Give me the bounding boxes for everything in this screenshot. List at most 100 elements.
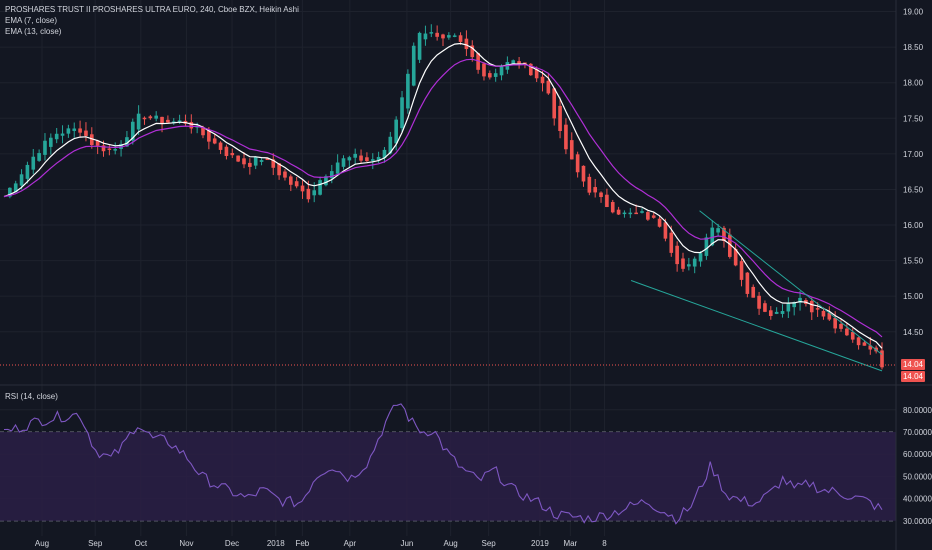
candle-down bbox=[534, 69, 539, 79]
time-tick-label: Mar bbox=[563, 539, 577, 548]
candle-down bbox=[283, 171, 287, 178]
candle-down bbox=[833, 318, 837, 329]
candle-down bbox=[470, 45, 475, 58]
candle-up bbox=[136, 113, 141, 130]
candle-down bbox=[651, 215, 656, 218]
candle-down bbox=[464, 38, 469, 50]
candle-down bbox=[739, 261, 744, 280]
rsi-tick-label: 60.0000 bbox=[903, 450, 932, 459]
candle-down bbox=[458, 35, 463, 42]
candle-up bbox=[786, 303, 791, 312]
price-tick-label: 19.00 bbox=[903, 8, 924, 17]
candle-down bbox=[294, 181, 299, 187]
candle-down bbox=[482, 63, 486, 77]
candle-down bbox=[435, 32, 439, 37]
candle-up bbox=[60, 133, 65, 136]
candle-down bbox=[850, 332, 855, 340]
candle-up bbox=[324, 176, 328, 186]
candle-down bbox=[517, 61, 521, 65]
candle-down bbox=[95, 140, 100, 146]
candle-down bbox=[569, 140, 574, 160]
candle-up bbox=[341, 158, 346, 167]
price-tick-label: 16.00 bbox=[903, 221, 924, 230]
candle-up bbox=[259, 160, 264, 162]
candle-up bbox=[628, 212, 633, 215]
candle-up bbox=[493, 73, 498, 77]
candle-down bbox=[242, 158, 246, 165]
candle-down bbox=[815, 308, 820, 310]
candle-down bbox=[587, 176, 592, 193]
candle-down bbox=[441, 34, 445, 39]
candle-down bbox=[236, 155, 240, 162]
candle-down bbox=[599, 192, 603, 198]
candle-down bbox=[218, 142, 223, 150]
candle-up bbox=[687, 264, 691, 267]
time-tick-label: Jun bbox=[400, 539, 413, 548]
candle-down bbox=[201, 127, 205, 136]
candle-up bbox=[329, 171, 334, 179]
candle-down bbox=[669, 232, 674, 253]
time-tick-label: 2019 bbox=[531, 539, 549, 548]
time-tick-label: Apr bbox=[344, 539, 357, 548]
ema13-line bbox=[3, 58, 883, 338]
candle-up bbox=[704, 237, 709, 256]
time-tick-label: Sep bbox=[481, 539, 496, 548]
candle-down bbox=[540, 76, 545, 84]
candle-up bbox=[312, 190, 317, 196]
candle-up bbox=[388, 136, 393, 154]
rsi-band bbox=[0, 432, 896, 521]
time-tick-label: 8 bbox=[602, 539, 607, 548]
candle-up bbox=[710, 227, 715, 246]
rsi-tick-label: 50.0000 bbox=[903, 472, 932, 481]
candle-up bbox=[499, 66, 504, 76]
candle-up bbox=[376, 156, 381, 161]
price-tick-label: 18.00 bbox=[903, 79, 924, 88]
price-tick-label: 17.00 bbox=[903, 150, 924, 159]
candle-down bbox=[160, 116, 164, 125]
candle-up bbox=[798, 297, 802, 303]
candle-down bbox=[646, 212, 650, 220]
candle-down bbox=[528, 63, 533, 76]
time-tick-label: Aug bbox=[35, 539, 49, 548]
candle-up bbox=[400, 97, 404, 129]
candle-down bbox=[89, 134, 94, 146]
candle-down bbox=[757, 295, 761, 309]
candle-down bbox=[142, 117, 147, 120]
candle-down bbox=[564, 124, 568, 150]
candle-up bbox=[698, 253, 703, 262]
candle-down bbox=[733, 248, 738, 266]
candle-up bbox=[411, 45, 416, 86]
time-tick-label: Sep bbox=[88, 539, 103, 548]
candle-up bbox=[54, 133, 59, 140]
candle-up bbox=[31, 156, 36, 170]
price-tick-label: 17.50 bbox=[903, 114, 924, 123]
candle-up bbox=[774, 311, 779, 314]
candle-down bbox=[230, 152, 235, 156]
candle-down bbox=[634, 212, 638, 215]
candle-up bbox=[780, 311, 785, 314]
candle-up bbox=[692, 258, 697, 267]
close-price-tag: 14.04 bbox=[901, 371, 925, 382]
candle-up bbox=[452, 35, 457, 37]
candle-up bbox=[640, 211, 644, 213]
time-tick-label: Oct bbox=[135, 539, 148, 548]
price-axis: 19.00 18.50 18.00 17.50 17.00 16.50 16.00 15.50… bbox=[903, 8, 924, 337]
candle-up bbox=[66, 128, 71, 134]
candle-up bbox=[125, 137, 129, 147]
candle-down bbox=[265, 158, 270, 161]
candle-down bbox=[78, 128, 82, 133]
candle-down bbox=[300, 185, 305, 192]
legend-ema13: EMA (13, close) bbox=[5, 27, 62, 36]
legend-title: PROSHARES TRUST II PROSHARES ULTRA EURO,… bbox=[5, 5, 299, 14]
price-tick-label: 15.00 bbox=[903, 292, 924, 301]
rsi-tick-label: 30.0000 bbox=[903, 517, 932, 526]
price-tick-label: 15.50 bbox=[903, 257, 924, 266]
candle-down bbox=[821, 310, 826, 317]
price-tick-label: 18.50 bbox=[903, 43, 924, 52]
candle-up bbox=[622, 212, 627, 215]
candle-up bbox=[370, 159, 375, 161]
candle-up bbox=[154, 115, 159, 119]
candle-down bbox=[868, 345, 873, 350]
candle-up bbox=[335, 162, 340, 174]
candle-down bbox=[148, 116, 153, 119]
